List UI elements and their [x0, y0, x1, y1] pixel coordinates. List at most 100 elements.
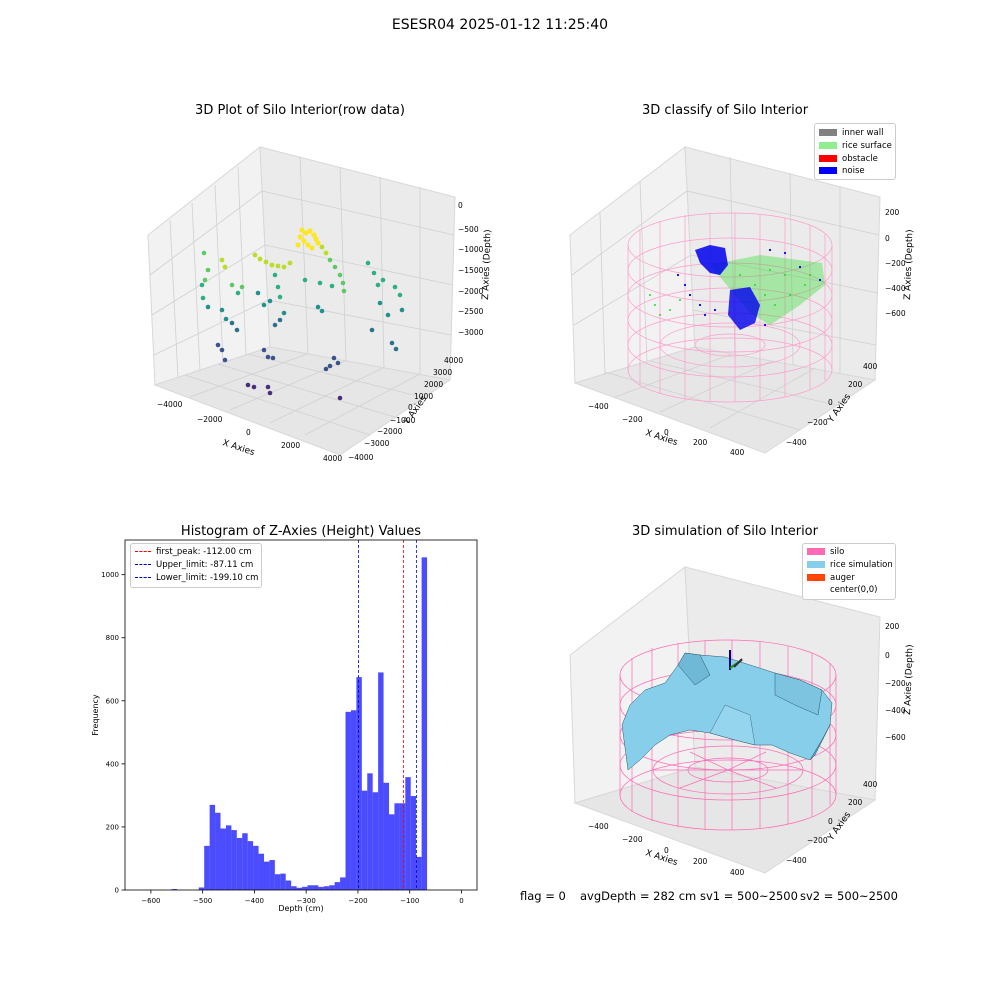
histogram-bar	[258, 853, 264, 890]
raw-y-tick: −4000	[348, 453, 374, 462]
histogram-bar	[220, 828, 226, 890]
sim-y-tick: 0	[828, 817, 833, 826]
raw-x-tick-labels: −4000 −2000 0 2000 4000	[157, 400, 342, 463]
histogram-bar	[383, 782, 389, 890]
simulation-y-tick-labels: −400 −200 0 200 400	[786, 780, 878, 865]
classify-legend: inner wall rice surface obstacle noise	[814, 123, 896, 180]
x-tick-label: −600	[141, 897, 160, 905]
rice-simulation-surface	[621, 652, 833, 771]
raw-y-tick: 2000	[424, 380, 443, 389]
classify-3d-plot: −400 −200 0 200 400 X Axies −400 −200 0 …	[569, 146, 915, 457]
legend-line	[135, 564, 151, 565]
classify-z-tick: 0	[885, 234, 890, 243]
legend-line	[135, 577, 151, 578]
histogram-bar	[410, 796, 417, 890]
histogram-bar	[394, 803, 400, 890]
raw-y-tick: −2000	[377, 427, 403, 436]
y-axis-label: Frequency	[91, 694, 100, 736]
histogram-bar	[171, 889, 178, 890]
legend-item-noise: noise	[819, 166, 865, 176]
legend-label: auger	[830, 573, 855, 583]
histogram-bar	[198, 887, 205, 890]
classify-y-tick: 0	[828, 398, 833, 407]
classify-x-tick: 200	[693, 438, 708, 447]
simulation-x-tick-labels: −400 −200 0 200 400	[588, 822, 745, 877]
raw-scatter-points	[199, 227, 405, 401]
sim-x-tick: 200	[693, 857, 708, 866]
classify-y-tick-labels: −400 −200 0 200 400	[786, 362, 878, 447]
simulation-z-tick-labels: 200 0 −200 −400 −600	[885, 622, 906, 742]
classify-z-label: Z Axies (Depth)	[903, 229, 915, 300]
histogram-bar	[307, 885, 313, 890]
x-axis-label: Depth (cm)	[278, 904, 323, 913]
sim-z-tick: −400	[885, 706, 906, 715]
x-tick-label: 0	[459, 897, 463, 905]
raw-3d-plot: −4000 −2000 0 2000 4000 X Axies −4000 −3…	[147, 146, 493, 463]
legend-label: first_peak: -112.00 cm	[156, 547, 252, 557]
classify-y-tick: 400	[863, 362, 878, 371]
classify-y-tick: −400	[786, 438, 807, 447]
y-tick-label: 200	[106, 823, 119, 831]
histogram-bar	[269, 860, 275, 890]
legend-swatch	[819, 129, 837, 136]
raw-y-tick: −1000	[390, 416, 416, 425]
histogram-bar	[312, 885, 319, 890]
histogram-bar	[350, 710, 357, 890]
sim-x-tick: −200	[622, 835, 643, 844]
sim-z-tick: −200	[885, 679, 906, 688]
raw-z-tick: −1500	[458, 266, 484, 275]
x-tick-label: −300	[297, 897, 316, 905]
histogram-bar	[291, 886, 297, 890]
histogram-chart: −600 −500 −400 −300 −200 −100 0 0 200 400 600 800 1…	[91, 539, 478, 913]
raw-y-tick: 1000	[414, 392, 433, 401]
histogram-bar	[416, 856, 422, 890]
sim-z-label: Z Axies (Depth)	[903, 644, 915, 715]
legend-swatch	[819, 142, 837, 149]
legend-label: obstacle	[842, 154, 878, 164]
histogram-bar	[253, 845, 259, 890]
legend-label: center(0,0)	[830, 585, 878, 595]
legend-item-center: center(0,0)	[807, 585, 878, 595]
histogram-bar	[334, 882, 341, 890]
legend-label: noise	[842, 166, 865, 176]
raw-pane-floor	[153, 346, 452, 456]
raw-plot-title: 3D Plot of Silo Interior(row data)	[195, 103, 405, 118]
histogram-bar	[247, 841, 254, 890]
legend-swatch	[807, 561, 825, 568]
y-axis-ticks: 0 200 400 600 800 1000	[101, 571, 125, 895]
histogram-bar	[361, 790, 368, 890]
classify-y-tick: −200	[807, 418, 828, 427]
histogram-bar	[204, 845, 210, 890]
raw-y-tick: 3000	[433, 368, 452, 377]
y-tick-label: 1000	[101, 571, 119, 579]
histogram-bar	[340, 877, 346, 890]
raw-z-tick: −3000	[458, 328, 484, 337]
raw-y-tick: −3000	[364, 439, 390, 448]
raw-z-tick: −1000	[458, 245, 484, 254]
legend-swatch	[819, 155, 837, 162]
raw-z-tick: −2500	[458, 307, 484, 316]
legend-label: silo	[830, 547, 845, 557]
y-tick-label: 400	[106, 760, 119, 768]
classify-x-label: X Axies	[644, 428, 679, 448]
y-tick-label: 0	[115, 887, 119, 895]
classify-x-tick: −400	[588, 402, 609, 411]
legend-swatch	[819, 167, 837, 174]
legend-item-first-peak: first_peak: -112.00 cm	[135, 547, 252, 557]
legend-label: Lower_limit: -199.10 cm	[156, 573, 259, 583]
raw-x-tick: −4000	[157, 400, 183, 409]
sim-x-tick: 400	[730, 868, 745, 877]
legend-label: rice surface	[842, 141, 892, 151]
legend-item-rice-surface: rice surface	[819, 141, 892, 151]
classify-y-tick: 200	[848, 380, 863, 389]
histogram-bar	[356, 677, 362, 890]
raw-x-tick: 0	[246, 428, 251, 437]
y-tick-label: 800	[106, 634, 119, 642]
histogram-bar	[296, 887, 303, 890]
sim-y-tick: −200	[807, 836, 828, 845]
sim-z-tick: 200	[885, 622, 900, 631]
classify-x-tick: −200	[622, 415, 643, 424]
legend-swatch	[807, 574, 825, 581]
x-tick-label: −400	[245, 897, 264, 905]
raw-z-label: Z Axies (Depth)	[481, 229, 493, 300]
